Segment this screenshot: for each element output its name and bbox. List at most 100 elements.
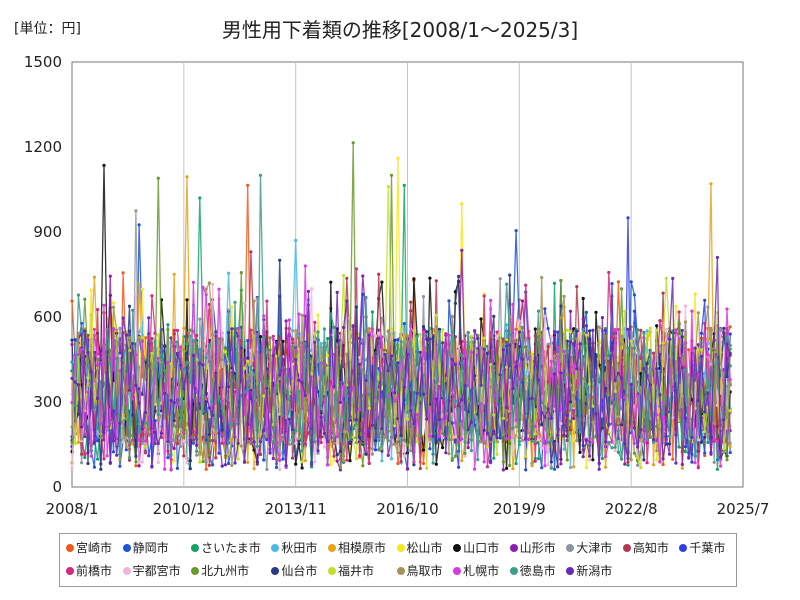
data-point <box>712 460 716 464</box>
data-point <box>402 341 406 346</box>
data-point <box>361 464 365 468</box>
data-point <box>463 340 467 344</box>
data-point <box>310 462 314 467</box>
data-point <box>498 436 502 440</box>
legend-item: 新潟市 <box>566 562 617 579</box>
data-point <box>632 337 637 341</box>
data-point <box>568 333 573 337</box>
data-point <box>281 437 285 441</box>
data-point <box>572 465 576 469</box>
data-point <box>204 438 208 442</box>
data-point <box>255 297 259 301</box>
data-point <box>693 346 697 350</box>
legend-item: 高知市 <box>622 539 674 556</box>
legend-marker <box>191 566 200 575</box>
data-point <box>562 447 566 451</box>
data-point <box>249 365 253 369</box>
data-point <box>342 325 346 330</box>
data-point <box>220 406 224 410</box>
data-point <box>131 397 135 401</box>
data-point <box>581 317 585 321</box>
data-point <box>358 362 362 366</box>
data-point <box>182 347 186 352</box>
data-point <box>412 463 416 467</box>
data-point <box>626 216 630 220</box>
data-point <box>434 380 438 384</box>
data-point <box>169 453 173 457</box>
data-point <box>185 426 189 430</box>
data-point <box>667 442 672 446</box>
data-point <box>172 354 176 359</box>
data-point <box>364 448 368 452</box>
x-tick-label: 2022/8 <box>605 500 658 518</box>
data-point <box>319 415 323 419</box>
x-tick-label: 2013/11 <box>265 500 327 518</box>
data-point <box>629 280 633 284</box>
data-point <box>239 346 243 350</box>
data-point <box>246 356 250 360</box>
data-point <box>434 313 438 317</box>
data-point <box>182 368 186 372</box>
data-point <box>306 289 310 293</box>
data-point <box>719 362 723 366</box>
data-point <box>703 332 707 336</box>
data-point <box>600 316 605 320</box>
data-point <box>393 442 397 446</box>
data-point <box>271 354 275 358</box>
data-point <box>118 457 122 461</box>
data-point <box>450 388 454 393</box>
data-point <box>166 323 170 327</box>
y-tick-label: 1500 <box>24 53 62 71</box>
data-point <box>527 374 531 378</box>
data-point <box>364 378 368 383</box>
data-point <box>262 394 266 398</box>
data-point <box>457 421 461 425</box>
data-point <box>316 449 320 453</box>
line-chart: 2008/1 2010/12 2013/11 2016/10 2019/9 2022/8 2… <box>24 53 770 518</box>
data-point <box>565 328 569 332</box>
data-point <box>322 431 326 435</box>
data-point <box>699 331 704 335</box>
data-point <box>230 422 234 426</box>
data-point <box>457 440 461 445</box>
data-point <box>524 455 528 459</box>
data-point <box>693 292 697 296</box>
data-point <box>274 457 279 462</box>
data-point <box>664 342 668 346</box>
data-point <box>661 341 665 345</box>
data-point <box>399 426 403 430</box>
data-point <box>658 459 662 464</box>
data-point <box>447 350 451 354</box>
data-point <box>278 373 282 377</box>
data-point <box>300 466 304 470</box>
data-point <box>421 330 426 334</box>
data-point <box>83 329 87 333</box>
data-point <box>683 341 688 345</box>
legend-item: 宇都宮市 <box>122 562 186 579</box>
data-point <box>169 398 173 403</box>
data-point <box>294 454 298 458</box>
data-point <box>648 326 652 330</box>
data-point <box>540 446 544 450</box>
x-tick-label: 2025/7 <box>717 500 770 518</box>
data-point <box>76 412 80 416</box>
data-point <box>281 451 285 455</box>
y-tick-label: 600 <box>33 308 62 326</box>
data-point <box>514 425 518 429</box>
data-point <box>134 209 138 213</box>
data-point <box>345 432 349 436</box>
data-point <box>207 453 211 457</box>
y-tick-label: 0 <box>52 478 62 496</box>
data-point <box>546 407 550 411</box>
data-point <box>428 276 432 280</box>
data-point <box>517 364 521 368</box>
data-point <box>329 312 333 316</box>
data-point <box>389 327 394 331</box>
data-point <box>70 425 74 429</box>
data-point <box>441 436 445 440</box>
data-point <box>111 409 116 413</box>
data-point <box>108 416 112 420</box>
legend-item: 仙台市 <box>271 562 322 579</box>
data-point <box>211 282 215 286</box>
data-point <box>297 378 301 382</box>
